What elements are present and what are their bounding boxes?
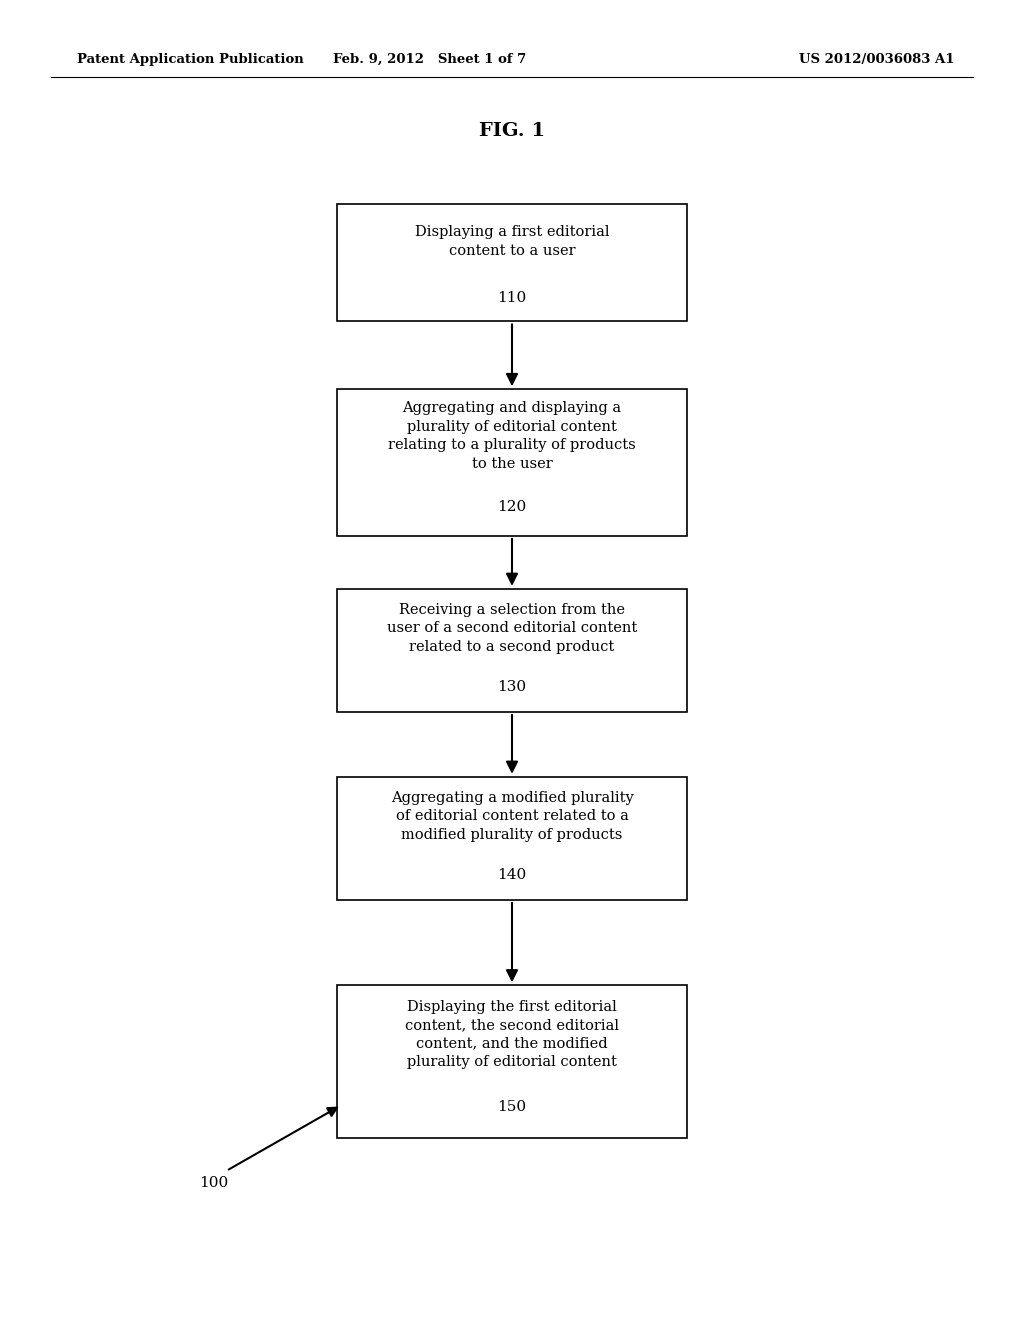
Text: 130: 130 bbox=[498, 680, 526, 694]
Text: 120: 120 bbox=[498, 499, 526, 513]
Text: Aggregating a modified plurality
of editorial content related to a
modified plur: Aggregating a modified plurality of edit… bbox=[390, 791, 634, 842]
Text: Displaying a first editorial
content to a user: Displaying a first editorial content to … bbox=[415, 226, 609, 257]
Bar bbox=[337, 205, 687, 322]
Text: Aggregating and displaying a
plurality of editorial content
relating to a plural: Aggregating and displaying a plurality o… bbox=[388, 401, 636, 471]
Text: Patent Application Publication: Patent Application Publication bbox=[77, 53, 303, 66]
Bar bbox=[337, 776, 687, 900]
Text: 150: 150 bbox=[498, 1101, 526, 1114]
Text: FIG. 1: FIG. 1 bbox=[479, 121, 545, 140]
Text: Displaying the first editorial
content, the second editorial
content, and the mo: Displaying the first editorial content, … bbox=[406, 999, 618, 1069]
Bar bbox=[337, 589, 687, 711]
Bar bbox=[337, 985, 687, 1138]
Text: Feb. 9, 2012   Sheet 1 of 7: Feb. 9, 2012 Sheet 1 of 7 bbox=[334, 53, 526, 66]
Text: Receiving a selection from the
user of a second editorial content
related to a s: Receiving a selection from the user of a… bbox=[387, 603, 637, 653]
Bar bbox=[337, 389, 687, 536]
Text: 140: 140 bbox=[498, 869, 526, 882]
Text: 110: 110 bbox=[498, 290, 526, 305]
Text: US 2012/0036083 A1: US 2012/0036083 A1 bbox=[799, 53, 954, 66]
Text: 100: 100 bbox=[199, 1176, 228, 1189]
